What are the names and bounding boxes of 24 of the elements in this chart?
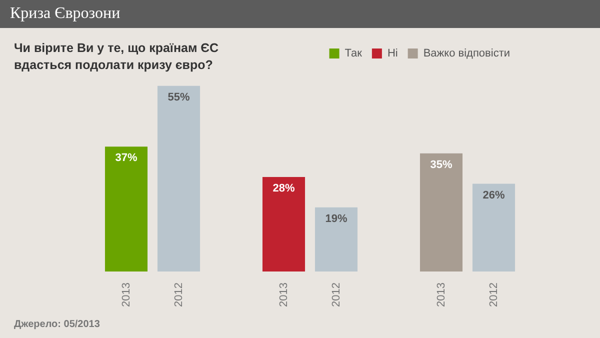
- x-tick-label: 2013: [120, 282, 132, 308]
- bar: [262, 177, 306, 272]
- x-tick-label: 2013: [278, 282, 290, 308]
- data-label: 35%: [430, 158, 452, 171]
- legend-label: Важко відповісти: [423, 48, 510, 60]
- data-label: 28%: [272, 182, 295, 195]
- data-label: 55%: [168, 91, 190, 104]
- x-tick-label: 2012: [330, 282, 342, 308]
- data-label: 19%: [325, 212, 348, 225]
- legend-label: Ні: [387, 48, 398, 60]
- data-label: 26%: [482, 189, 505, 202]
- x-tick-label: 2012: [172, 282, 185, 308]
- chart-title: Криза Єврозони: [0, 0, 600, 28]
- text: Джерело: 05/2013: [14, 319, 100, 330]
- x-tick-label: 2012: [488, 282, 500, 308]
- data-label: 37%: [115, 152, 138, 164]
- bar: [314, 207, 358, 272]
- bar: [472, 184, 516, 272]
- bar: [157, 86, 200, 272]
- bar: [420, 153, 463, 272]
- chart-subtitle: Чи вірите Ви у те, що країнам ЄС вдасться подолати кризу євро?: [14, 40, 220, 74]
- bar: [104, 146, 148, 272]
- x-tick-label: 2013: [435, 282, 448, 308]
- legend-label: Так: [344, 48, 362, 60]
